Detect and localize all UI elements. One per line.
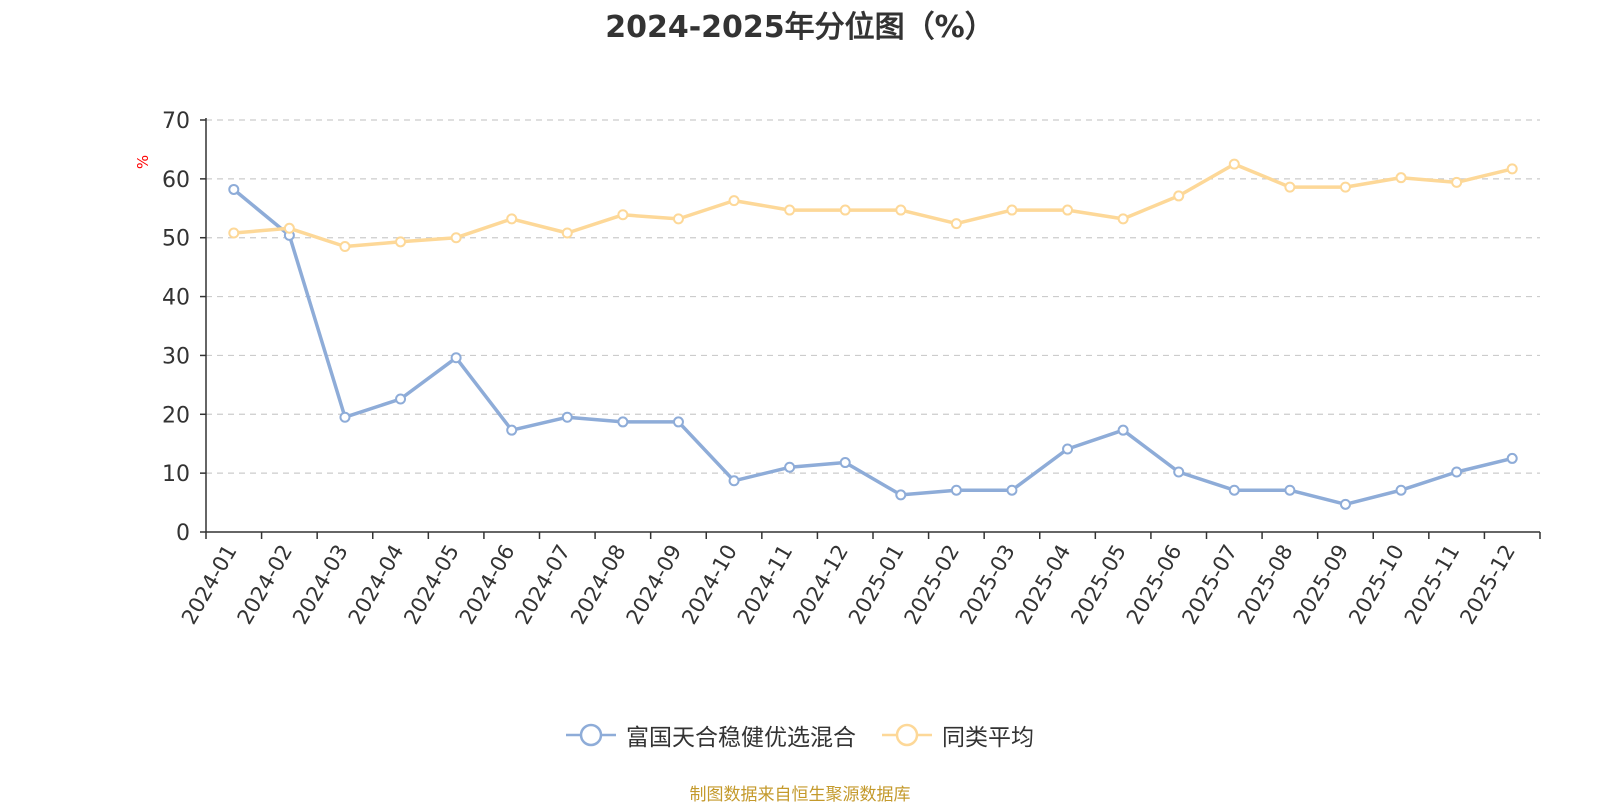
y-tick-label: 60	[162, 168, 190, 193]
data-point	[728, 195, 740, 207]
data-point	[1284, 181, 1296, 193]
x-tick-label: 2025-09	[1289, 541, 1354, 629]
x-tick-label: 2025-04	[1011, 541, 1076, 629]
legend-peer-swatch-icon	[882, 723, 932, 747]
data-point	[1395, 484, 1407, 496]
x-tick-label: 2025-03	[955, 540, 1020, 628]
y-tick-label: 70	[162, 109, 190, 134]
x-tick-label: 2024-07	[510, 541, 575, 629]
x-tick-label: 2025-01	[844, 541, 909, 629]
data-point	[672, 416, 684, 428]
data-point	[950, 484, 962, 496]
data-point	[1395, 172, 1407, 184]
x-tick-label: 2024-05	[399, 541, 464, 629]
data-point	[950, 218, 962, 230]
y-tick-label: 30	[162, 344, 190, 369]
legend-fund-swatch-icon	[566, 723, 616, 747]
x-tick-label: 2025-08	[1233, 541, 1298, 629]
data-point	[784, 461, 796, 473]
data-point	[1339, 181, 1351, 193]
x-tick-label: 2025-11	[1400, 541, 1465, 629]
data-point	[1451, 176, 1463, 188]
data-point	[339, 411, 351, 423]
x-tick-label: 2025-05	[1066, 541, 1131, 629]
data-point	[561, 411, 573, 423]
data-point	[784, 204, 796, 216]
x-tick-label: 2025-02	[900, 541, 965, 629]
legend: 富国天合稳健优选混合 同类平均	[0, 718, 1600, 752]
x-tick-label: 2024-03	[288, 541, 353, 629]
data-point	[1006, 204, 1018, 216]
data-point	[395, 393, 407, 405]
legend-fund-label: 富国天合稳健优选混合	[626, 725, 856, 751]
data-point	[339, 241, 351, 253]
y-tick-label: 40	[162, 286, 190, 311]
data-point	[672, 213, 684, 225]
legend-item-peer-average[interactable]: 同类平均	[882, 718, 1034, 752]
y-axis-label: %	[134, 155, 152, 169]
x-tick-label: 2024-01	[177, 541, 242, 629]
x-tick-label: 2024-09	[622, 541, 687, 629]
y-tick-label: 10	[162, 462, 190, 487]
data-point	[617, 209, 629, 221]
data-point	[1173, 466, 1185, 478]
data-point	[1228, 158, 1240, 170]
data-point	[1284, 484, 1296, 496]
x-tick-label: 2024-12	[788, 541, 853, 629]
data-point	[839, 457, 851, 469]
data-point	[1173, 190, 1185, 202]
data-point	[728, 475, 740, 487]
data-point	[1339, 498, 1351, 510]
data-point	[1506, 452, 1518, 464]
data-point	[617, 416, 629, 428]
x-tick-label: 2024-02	[233, 541, 298, 629]
legend-item-fund[interactable]: 富国天合稳健优选混合	[566, 718, 856, 752]
x-tick-label: 2025-10	[1344, 541, 1409, 629]
data-point	[506, 424, 518, 436]
data-point	[450, 352, 462, 364]
data-point	[895, 489, 907, 501]
x-tick-label: 2025-12	[1455, 541, 1520, 629]
data-point	[228, 183, 240, 195]
x-tick-label: 2025-06	[1122, 541, 1187, 629]
x-tick-label: 2024-11	[733, 541, 798, 629]
data-point	[1451, 466, 1463, 478]
data-point	[228, 227, 240, 239]
chart-title: 2024-2025年分位图（%）	[605, 10, 995, 45]
x-tick-label: 2025-07	[1177, 541, 1242, 629]
x-tick-label: 2024-08	[566, 541, 631, 629]
series-line-0	[232, 188, 1513, 507]
series-lines	[228, 158, 1518, 510]
y-tick-label: 0	[176, 521, 190, 546]
data-point	[450, 232, 462, 244]
data-point	[283, 222, 295, 234]
data-point	[895, 204, 907, 216]
data-point	[1228, 484, 1240, 496]
data-point	[506, 213, 518, 225]
data-point	[561, 227, 573, 239]
data-point	[1117, 213, 1129, 225]
data-point	[1117, 424, 1129, 436]
legend-peer-label: 同类平均	[942, 725, 1034, 751]
data-point	[839, 204, 851, 216]
axes	[200, 118, 1541, 539]
x-tick-label: 2024-10	[677, 541, 742, 629]
data-point	[395, 236, 407, 248]
data-point	[1506, 163, 1518, 175]
data-point	[1062, 204, 1074, 216]
grid-lines	[206, 119, 1540, 474]
y-tick-label: 20	[162, 403, 190, 428]
data-point	[1006, 484, 1018, 496]
x-tick-label: 2024-06	[455, 541, 520, 629]
x-tick-label: 2024-04	[344, 541, 409, 629]
series-line-1	[233, 162, 1513, 249]
y-tick-label: 50	[162, 227, 190, 252]
source-note: 制图数据来自恒生聚源数据库	[689, 785, 911, 805]
data-point	[1062, 443, 1074, 455]
